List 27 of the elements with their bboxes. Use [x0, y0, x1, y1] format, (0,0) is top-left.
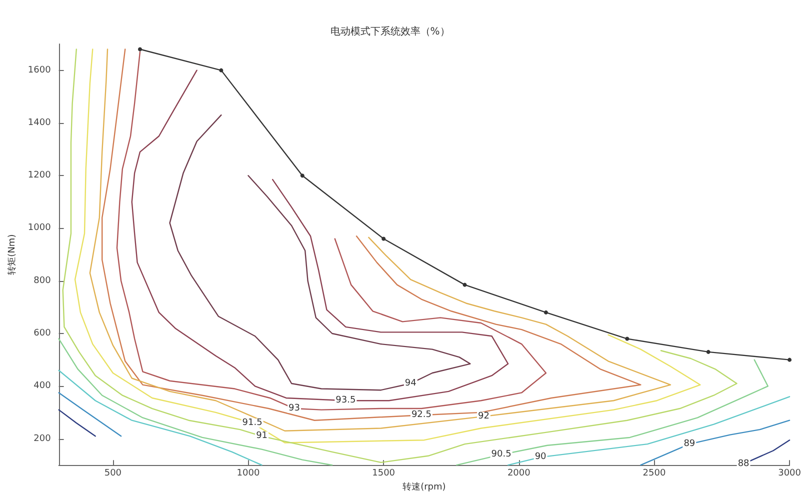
point [300, 174, 304, 178]
y-tick-label: 1200 [28, 170, 52, 181]
y-tick-label: 800 [34, 276, 52, 286]
x-tick-label: 2500 [642, 468, 666, 479]
x-tick-label: 1000 [236, 468, 260, 479]
x-axis-title: 转速(rpm) [402, 482, 446, 492]
y-tick-label: 200 [34, 434, 52, 444]
x-tick-label: 1500 [372, 468, 396, 479]
point [625, 336, 630, 341]
y-axis-title: 转矩(Nm) [6, 234, 18, 275]
y-tick-label: 1400 [28, 118, 52, 128]
point [138, 47, 142, 52]
y-tick-label: 600 [34, 328, 52, 339]
chart-title: 电动模式下系统效率（%） [330, 26, 450, 38]
x-tick-label: 3000 [778, 468, 802, 479]
line-series [169, 114, 471, 391]
point [788, 358, 792, 362]
point [544, 310, 548, 314]
point [382, 236, 386, 241]
point [219, 68, 224, 72]
y-tick-label: 400 [34, 381, 52, 392]
point [462, 282, 467, 287]
x-tick-label: 500 [104, 468, 122, 479]
y-tick-label: 1000 [28, 223, 52, 234]
point [706, 350, 710, 354]
x-tick-label: 2000 [507, 468, 531, 479]
y-tick-label: 1600 [28, 65, 52, 76]
